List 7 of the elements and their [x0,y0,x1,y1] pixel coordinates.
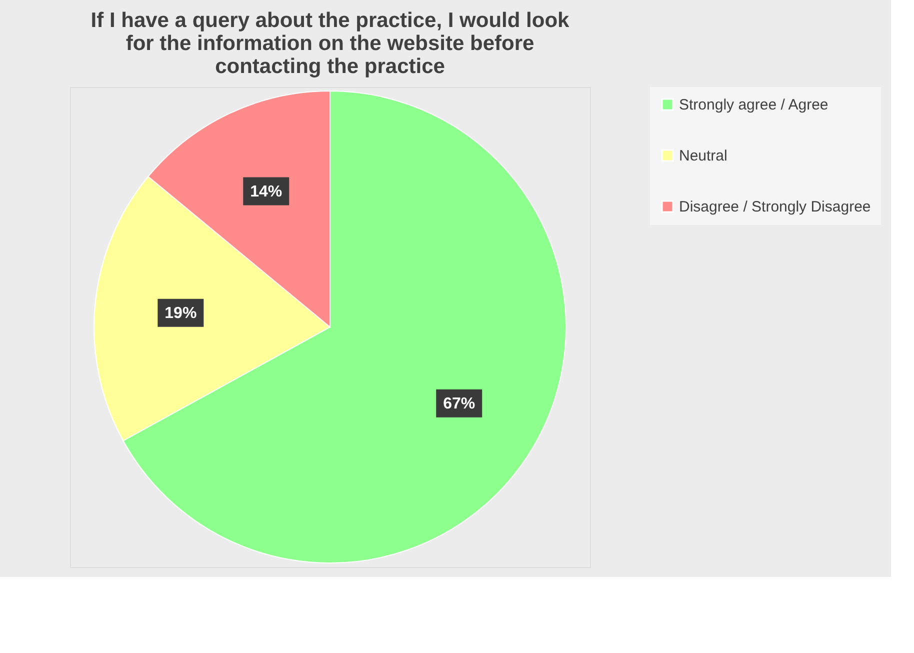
legend-label: Strongly agree / Agree [679,96,828,114]
data-label: 14% [250,183,282,200]
legend-label: Neutral [679,148,728,164]
legend-label: Disagree / Strongly Disagree [679,198,871,216]
chart-title: If I have a query about the practice, I would look for the information on the website before contacting the practice [90,9,570,78]
data-label: 19% [164,304,197,322]
data-label: 67% [443,395,476,412]
